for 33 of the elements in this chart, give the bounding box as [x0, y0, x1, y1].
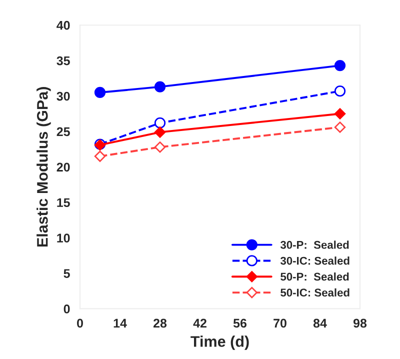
x-tick-label: 42 [193, 318, 206, 328]
y-tick-label: 40 [56, 20, 70, 30]
point [154, 117, 166, 129]
point [334, 122, 346, 133]
point [94, 86, 106, 98]
x-tick-label: 70 [274, 318, 286, 328]
point [94, 150, 106, 162]
y-tick-label: 0 [64, 304, 70, 314]
point [154, 141, 166, 153]
x-tick-label: 28 [153, 318, 167, 328]
y-tick-label: 20 [56, 162, 70, 172]
y-tick-label: 10 [57, 234, 70, 242]
y-tick-label: 35 [56, 56, 70, 66]
y-tick-label: 30 [56, 92, 70, 101]
x-axis-title: Time (d) [190, 336, 249, 350]
point [334, 60, 346, 72]
x-tick-label: 56 [233, 318, 246, 328]
y-axis-title: Elastic Modulus (GPa) [36, 87, 51, 247]
legend-label: 50-P: Sealed [280, 272, 349, 281]
x-tick-label: 0 [77, 318, 83, 328]
y-tick-label: 5 [64, 269, 70, 278]
point [334, 108, 346, 120]
y-tick-label: 25 [56, 127, 70, 136]
x-tick-label: 84 [313, 318, 327, 328]
point [334, 86, 346, 97]
legend-label: 30-IC: Sealed [280, 256, 350, 265]
legend-label: 50-IC: Sealed [280, 288, 350, 297]
x-tick-label: 14 [114, 318, 127, 328]
point [154, 126, 166, 138]
y-tick-label: 15 [57, 198, 70, 208]
legend-label: 30-P: Sealed [280, 240, 349, 249]
point [154, 81, 166, 92]
x-tick-label: 98 [353, 318, 367, 328]
